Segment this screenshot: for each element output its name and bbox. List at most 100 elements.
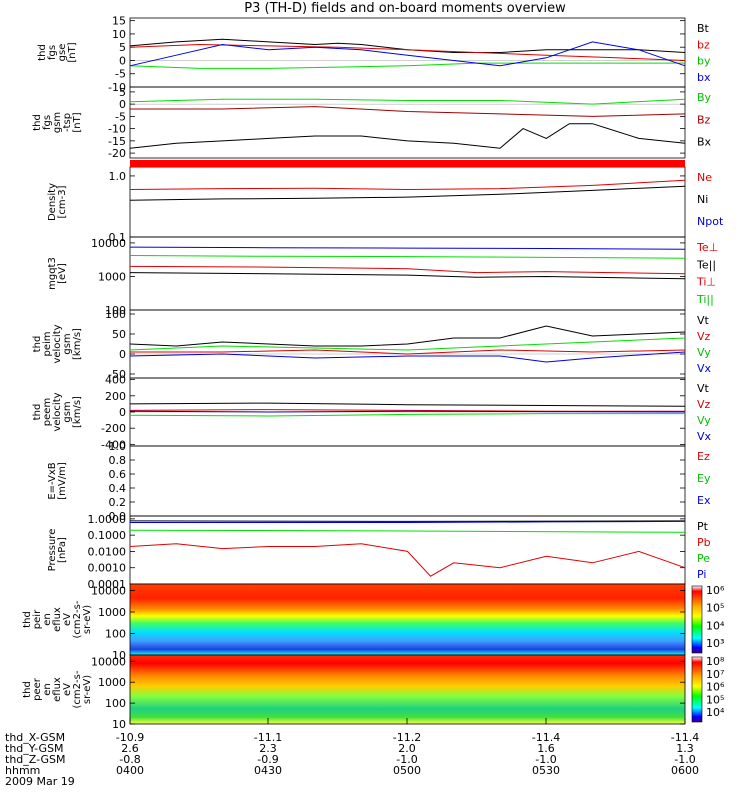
series-peem_velocity-1 — [129, 409, 685, 412]
legend-entry: Vy — [697, 346, 711, 359]
legend-entry: Vz — [697, 330, 711, 343]
y-tick-label: 0.1000 — [88, 529, 127, 542]
y-tick-label: 0.0001 — [88, 578, 127, 591]
footer-value: -11.2 — [393, 731, 421, 744]
y-tick-label: 1.0 — [109, 440, 127, 453]
series-fgs_gsm-0 — [129, 98, 686, 105]
y-tick-label: 5 — [119, 41, 126, 54]
series-density-0 — [129, 179, 686, 191]
y-axis-label: peem — [42, 398, 53, 426]
colorbar-tick-label: 10⁷ — [706, 668, 724, 681]
y-tick-label: 10 — [112, 718, 126, 731]
footer-value: -1.0 — [674, 753, 695, 766]
series-peim_velocity-2 — [129, 337, 686, 351]
y-tick-label: 15 — [112, 15, 126, 28]
y-axis-label: fgs — [47, 45, 58, 60]
legend-entry: Te|| — [696, 258, 716, 271]
series-peim_velocity-3 — [129, 351, 686, 363]
series-pressure-1 — [130, 520, 686, 523]
y-tick-label: 0.6 — [109, 468, 127, 481]
y-tick-label: 10000 — [91, 584, 126, 597]
colorbar-tick-label: 10⁴ — [706, 619, 725, 632]
legend-entry: Vy — [697, 414, 711, 427]
legend-entry: Vz — [697, 398, 711, 411]
y-axis-label: (cm2-s- — [72, 600, 83, 638]
legend-entry: Ni — [697, 193, 708, 206]
y-axis-label: [cm-3] — [57, 185, 68, 218]
spectrogram-peir_eflux — [130, 584, 685, 655]
separator-bar — [130, 160, 685, 167]
y-axis-label: thd — [32, 404, 43, 421]
legend-entry: By — [697, 91, 712, 104]
footer-value: 1.3 — [676, 742, 694, 755]
panel-peem_velocity: 400 200 0 -200 -400 thd peem velocity gsm [km/s] V… — [32, 374, 712, 452]
panel-density: 1.0 0.1 Density [cm-3] Ne Ni Npot — [47, 166, 724, 244]
series-fgs_gsm-1 — [130, 106, 686, 117]
panel-frame — [129, 17, 686, 88]
y-tick-label: 10 — [112, 28, 126, 41]
footer-value: -10.9 — [116, 731, 144, 744]
spectrogram-peer_eflux — [130, 655, 685, 724]
y-axis-label: gse — [57, 44, 68, 62]
footer-value: 0530 — [532, 764, 560, 777]
legend-entry: bz — [697, 38, 710, 51]
y-tick-label: 50 — [112, 328, 126, 341]
legend-entry: by — [697, 55, 711, 68]
panel-fgs_gsm: 50-5-10-15-20 thd fgs gsm -tsp [nT] By Bz Bx — [32, 86, 712, 160]
footer-value: 2.6 — [121, 742, 139, 755]
legend-entry: Vx — [697, 362, 712, 375]
y-axis-label: (cm2-s- — [72, 670, 83, 708]
y-tick-label: 0.4 — [109, 482, 127, 495]
footer-value: 1.6 — [537, 742, 555, 755]
series-peim_velocity-0 — [129, 325, 686, 347]
y-axis-label: velocity — [52, 324, 63, 363]
series-density-1 — [129, 185, 686, 201]
y-axis-label: E=-VxB — [47, 462, 58, 499]
series-fgs_gse-2 — [129, 62, 685, 69]
y-axis-label: en — [42, 683, 53, 696]
y-tick-label: 1000 — [98, 270, 126, 283]
legend-entry: bx — [697, 71, 711, 84]
series-moments-3 — [129, 272, 686, 280]
y-axis-label: mgqt3 — [47, 257, 58, 290]
y-tick-label: 400 — [105, 374, 126, 387]
y-axis-label: peir — [32, 609, 43, 629]
y-axis-label: [km/s] — [72, 328, 83, 360]
series-fgs_gsm-2 — [129, 123, 686, 149]
y-tick-label: -400 — [101, 438, 126, 451]
y-tick-label: -5 — [115, 110, 126, 123]
panel-pressure: 1.0000 0.1000 0.0100 0.0010 0.0001 Pressure [n… — [47, 513, 711, 591]
legend-entry: Pt — [697, 520, 709, 533]
y-axis-label: thd — [22, 681, 33, 698]
footer-label-hhmm: hhmm — [5, 764, 40, 777]
y-axis-label: thd — [32, 336, 43, 353]
footer-value: 2.3 — [259, 742, 277, 755]
legend-entry: Ez — [697, 450, 710, 463]
y-axis-label: [nPa] — [57, 537, 68, 563]
footer-value: 0600 — [671, 764, 699, 777]
legend-entry: Pb — [697, 536, 711, 549]
y-tick-label: 100 — [105, 697, 126, 710]
y-tick-label: -10 — [108, 81, 126, 94]
panel-peir_eflux: 10⁶ 10⁵ 10⁴ 10³ 10000 1000 100 10 thd peir en eflux… — [22, 583, 725, 662]
panel-frame — [129, 515, 686, 585]
series-peim_velocity-1 — [130, 349, 686, 355]
series-pressure-0 — [129, 520, 686, 522]
y-tick-label: 0 — [119, 406, 126, 419]
panel-frame — [129, 166, 686, 238]
series-peem_velocity-2 — [129, 413, 685, 417]
legend-entry: Ex — [697, 494, 711, 507]
y-axis-label: [nT] — [67, 42, 78, 62]
legend-entry: Vx — [697, 430, 712, 443]
legend-entry: Bx — [697, 136, 712, 149]
series-pressure-3 — [129, 543, 686, 577]
legend-entry: Ey — [697, 472, 711, 485]
y-tick-label: 10000 — [91, 655, 126, 668]
y-axis-label: thd — [22, 611, 33, 628]
footer-value: -1.0 — [396, 753, 417, 766]
y-axis-label: thd — [32, 114, 43, 131]
colorbar-tick-label: 10³ — [706, 637, 724, 650]
series-fgs_gse-0 — [129, 38, 686, 53]
y-axis-label: fgs — [42, 115, 53, 130]
